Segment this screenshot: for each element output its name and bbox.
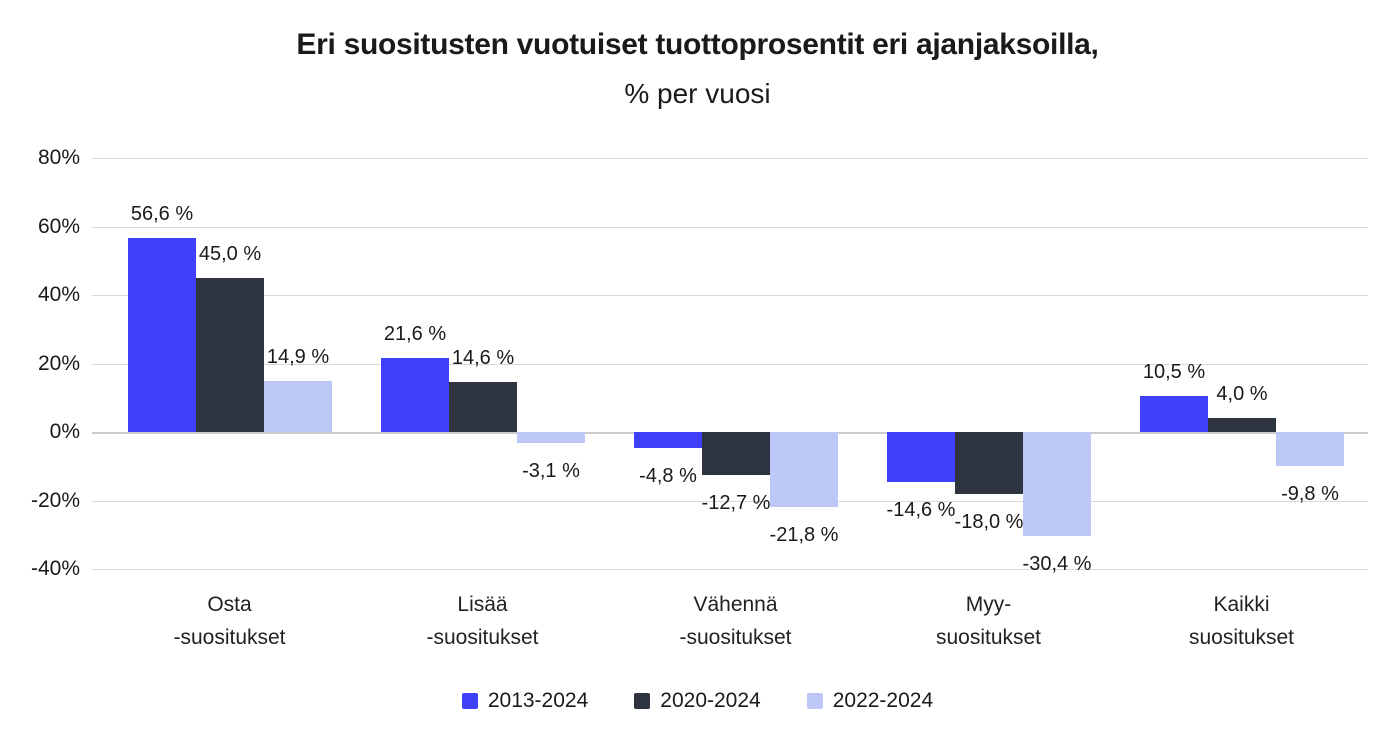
bar-value-label: -3,1 % — [522, 460, 580, 482]
x-category-line: -suositukset — [679, 626, 792, 649]
y-tick-label: 80% — [37, 146, 80, 169]
bar-value-label: -18,0 % — [954, 511, 1024, 533]
legend-swatch-icon — [634, 693, 651, 709]
bar-value-label: 4,0 % — [1216, 383, 1268, 405]
bar-value-label: 45,0 % — [198, 243, 262, 265]
chart-subtitle: % per vuosi — [624, 78, 771, 109]
legend-item: 2020-2024 — [634, 689, 761, 713]
bar-value-label: 14,9 % — [266, 346, 330, 368]
x-category-label: Myy-suositukset — [862, 588, 1115, 654]
x-category-line: Myy- — [965, 593, 1012, 616]
bar — [1140, 396, 1208, 432]
gridline — [92, 227, 1368, 228]
x-category-line: Kaikki — [1213, 593, 1270, 616]
x-category-label: Kaikki suositukset — [1115, 588, 1368, 654]
y-tick-label: 40% — [37, 283, 80, 306]
legend: 2013-2024 2020-2024 2022-2024 — [0, 689, 1395, 713]
bar — [196, 278, 264, 432]
bar — [887, 432, 955, 482]
bar — [1208, 418, 1276, 432]
bar — [128, 238, 196, 432]
bar-value-label: -21,8 % — [769, 524, 839, 546]
legend-item: 2013-2024 — [461, 689, 589, 713]
x-category-line: Osta — [207, 593, 252, 616]
x-category-label: Lisää -suositukset — [356, 588, 609, 654]
bar-value-label: -14,6 % — [886, 499, 956, 521]
bar-value-label: 10,5 % — [1142, 361, 1206, 383]
gridline — [92, 364, 1368, 365]
bar-value-label: -12,7 % — [701, 492, 771, 514]
y-tick-label: 0% — [49, 420, 80, 443]
legend-label: 2020-2024 — [660, 689, 761, 712]
chart-title: Eri suositusten vuotuiset tuottoprosenti… — [296, 28, 1099, 61]
x-category-line: -suositukset — [173, 626, 286, 649]
y-tick-label: 60% — [37, 215, 80, 238]
legend-item: 2022-2024 — [806, 689, 934, 713]
x-category-line: Vähennä — [693, 593, 778, 616]
y-tick-label: -20% — [30, 489, 80, 512]
gridline — [92, 158, 1368, 159]
bar — [264, 381, 332, 432]
gridline — [92, 569, 1368, 570]
bar — [1276, 432, 1344, 466]
bar-value-label: 14,6 % — [451, 347, 515, 369]
y-tick-label: 20% — [37, 352, 80, 375]
bar — [1023, 432, 1091, 536]
bar-value-label: -9,8 % — [1281, 483, 1339, 505]
bar-value-label: 56,6 % — [130, 203, 194, 225]
bar-value-label: 21,6 % — [383, 323, 447, 345]
bar-value-label: -30,4 % — [1022, 553, 1092, 575]
bar — [770, 432, 838, 507]
legend-swatch-icon — [461, 693, 478, 709]
x-category-line: suositukset — [935, 626, 1042, 649]
bar-value-label: -4,8 % — [639, 465, 697, 487]
x-category-label: Vähennä -suositukset — [609, 588, 862, 654]
bar — [517, 432, 585, 443]
legend-label: 2022-2024 — [832, 689, 934, 712]
gridline — [92, 501, 1368, 502]
legend-swatch-icon — [806, 693, 823, 709]
bar — [702, 432, 770, 475]
legend-label: 2013-2024 — [487, 689, 589, 712]
bar — [955, 432, 1023, 494]
x-category-line: -suositukset — [426, 626, 539, 649]
x-category-line: Lisää — [457, 593, 508, 616]
x-category-line: suositukset — [1188, 626, 1295, 649]
bar — [381, 358, 449, 432]
y-tick-label: -40% — [30, 557, 80, 580]
x-category-label: Osta -suositukset — [103, 588, 356, 654]
gridline — [92, 295, 1368, 296]
bar — [449, 382, 517, 432]
bar — [634, 432, 702, 448]
